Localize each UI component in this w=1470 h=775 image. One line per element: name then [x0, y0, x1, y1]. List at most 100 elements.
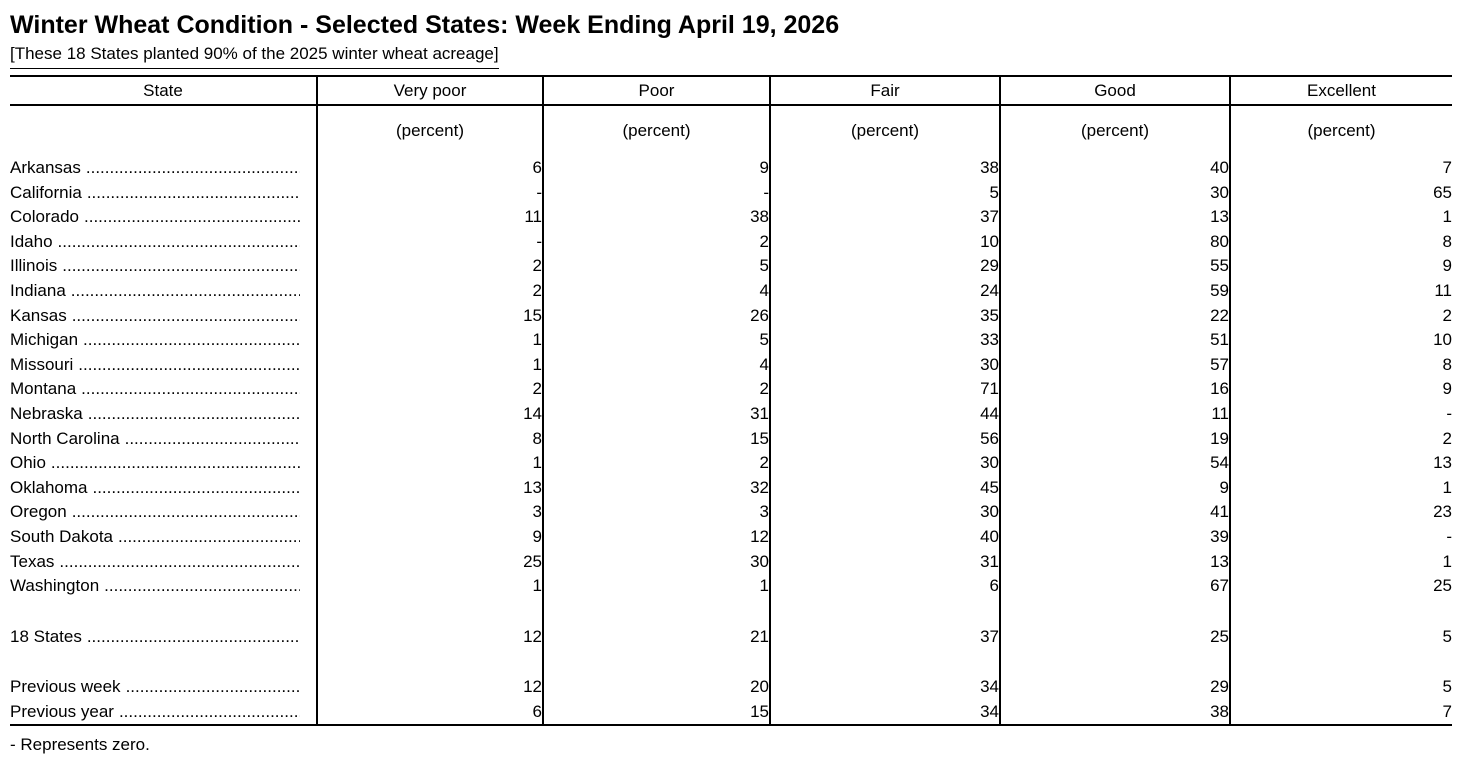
value-cell: 39	[999, 524, 1230, 550]
value-cell: 12	[316, 624, 543, 650]
table-row: Missouri................................…	[10, 352, 1452, 378]
value-cell: 54	[999, 451, 1230, 476]
column-header: Excellent	[1229, 75, 1452, 106]
dot-leader: ........................................…	[118, 701, 300, 721]
dot-leader: ........................................…	[57, 231, 300, 251]
value-cell: 16	[999, 377, 1230, 402]
column-header: Fair	[769, 75, 1000, 106]
value-cell: 30	[999, 180, 1230, 206]
value-cell: 1	[1229, 475, 1452, 501]
table-row: Arkansas................................…	[10, 156, 1452, 181]
value-cell: 34	[769, 675, 1000, 700]
value-cell: 40	[769, 524, 1000, 550]
value-cell: 38	[542, 205, 770, 230]
state-label: Oregon	[10, 502, 67, 522]
value-cell: 30	[769, 500, 1000, 525]
dot-leader: ........................................…	[125, 677, 300, 697]
value-cell: 37	[769, 624, 1000, 650]
value-cell: 9	[999, 475, 1230, 501]
unit-cell: (percent)	[769, 105, 1000, 156]
state-label: Illinois	[10, 256, 58, 276]
value-cell: 5	[542, 254, 770, 279]
state-cell: Previous year...........................…	[10, 700, 317, 726]
value-cell: 32	[542, 475, 770, 501]
value-cell: 11	[1229, 278, 1452, 304]
dot-leader: ........................................…	[86, 182, 300, 202]
table-header: State Very poor Poor Fair Good Excellent	[10, 75, 1452, 106]
page-title: Winter Wheat Condition - Selected States…	[10, 11, 840, 39]
table-row: 18 States...............................…	[10, 624, 1452, 650]
value-cell: 26	[542, 303, 770, 329]
value-cell: 15	[542, 426, 770, 452]
value-cell: 38	[999, 699, 1230, 726]
value-cell: 14	[316, 401, 543, 427]
value-cell: 6	[316, 156, 543, 181]
state-cell: South Dakota............................…	[10, 525, 317, 550]
state-cell: Indiana.................................…	[10, 279, 317, 304]
value-cell: 9	[1229, 254, 1452, 279]
value-cell: 13	[316, 475, 543, 501]
dot-leader: ........................................…	[78, 354, 300, 374]
value-cell: 5	[769, 180, 1000, 206]
value-cell: 4	[542, 352, 770, 378]
value-cell: 12	[316, 675, 543, 700]
value-cell: 1	[542, 574, 770, 599]
value-cell: 15	[316, 303, 543, 329]
value-cell: 23	[1229, 500, 1452, 525]
state-cell: Washington..............................…	[10, 574, 317, 599]
value-cell: 1	[1229, 549, 1452, 575]
dot-leader: ........................................…	[92, 477, 300, 497]
value-cell: 2	[1229, 303, 1452, 329]
value-cell: 2	[542, 229, 770, 255]
report-page: Winter Wheat Condition - Selected States…	[0, 11, 1470, 755]
table-body: (percent) (percent) (percent) (percent) (per…	[10, 105, 1452, 726]
value-cell: 8	[1229, 352, 1452, 378]
value-cell: 11	[999, 401, 1230, 427]
state-cell: Ohio....................................…	[10, 451, 317, 476]
state-cell: Oregon..................................…	[10, 500, 317, 525]
dot-leader: ........................................…	[59, 551, 300, 571]
value-cell: 19	[999, 426, 1230, 452]
state-cell: North Carolina..........................…	[10, 427, 317, 452]
state-label: Indiana	[10, 280, 66, 300]
table-row: North Carolina..........................…	[10, 426, 1452, 452]
value-cell: 1	[316, 451, 543, 476]
state-label: Colorado	[10, 207, 79, 227]
dot-leader: ........................................…	[71, 502, 300, 522]
spacer-row	[10, 649, 1452, 676]
state-label: Previous year	[10, 701, 114, 721]
dot-leader: ........................................…	[50, 453, 300, 473]
value-cell: 59	[999, 278, 1230, 304]
value-cell: 7	[1229, 699, 1452, 726]
value-cell: 5	[1229, 624, 1452, 650]
table-row: Ohio....................................…	[10, 451, 1452, 476]
state-label: North Carolina	[10, 428, 120, 448]
dot-leader: ........................................…	[86, 626, 300, 646]
state-label: Arkansas	[10, 158, 81, 177]
state-cell: California..............................…	[10, 181, 317, 206]
value-cell: 71	[769, 377, 1000, 402]
column-header: Poor	[542, 75, 770, 106]
value-cell: 1	[1229, 205, 1452, 230]
state-cell: Missouri................................…	[10, 353, 317, 378]
table-row: Previous year...........................…	[10, 699, 1452, 726]
value-cell: 2	[542, 451, 770, 476]
value-cell: 9	[316, 524, 543, 550]
value-cell: 8	[1229, 229, 1452, 255]
value-cell: 12	[542, 524, 770, 550]
table-row: Montana.................................…	[10, 377, 1452, 402]
unit-cell: (percent)	[1229, 105, 1452, 156]
value-cell: 37	[769, 205, 1000, 230]
dot-leader: ........................................…	[124, 428, 300, 448]
column-header: State	[10, 75, 317, 106]
table-row: Nebraska................................…	[10, 401, 1452, 427]
dot-leader: ........................................…	[71, 305, 300, 325]
state-label: Missouri	[10, 354, 74, 374]
state-label: Nebraska	[10, 403, 83, 423]
state-label: 18 States	[10, 626, 82, 646]
table-row: Oregon..................................…	[10, 500, 1452, 525]
value-cell: 9	[1229, 377, 1452, 402]
value-cell: 8	[316, 426, 543, 452]
state-label: Kansas	[10, 305, 67, 325]
value-cell: 4	[542, 278, 770, 304]
